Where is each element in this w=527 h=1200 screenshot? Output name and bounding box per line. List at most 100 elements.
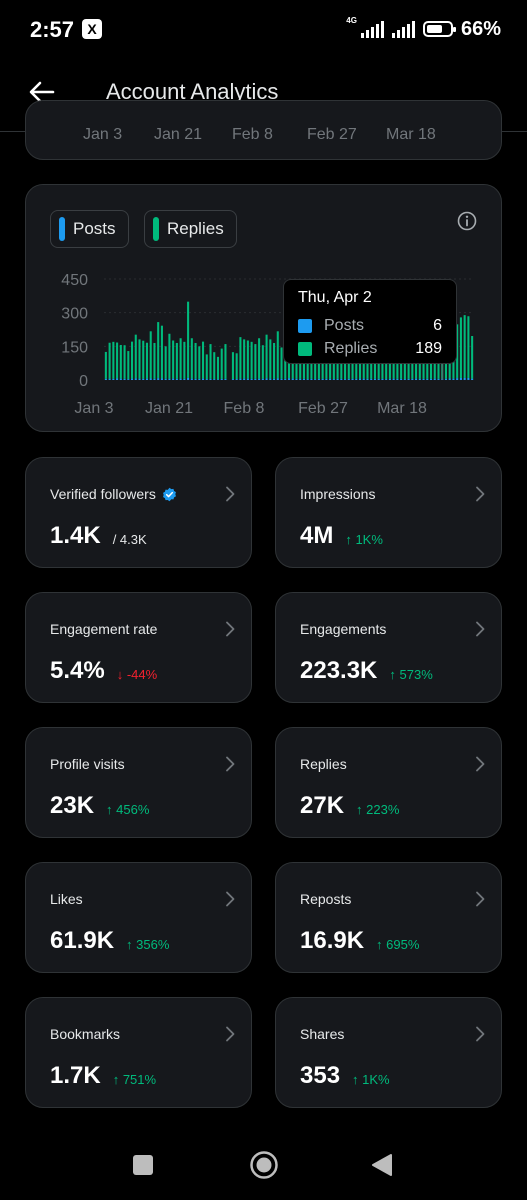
posts-bar[interactable]	[295, 378, 298, 380]
posts-bar[interactable]	[381, 378, 384, 380]
replies-bar[interactable]	[220, 348, 223, 379]
posts-bar[interactable]	[388, 378, 391, 380]
replies-bar[interactable]	[127, 351, 130, 380]
posts-bar[interactable]	[366, 378, 369, 380]
posts-bar[interactable]	[471, 378, 474, 380]
replies-bar[interactable]	[265, 334, 268, 379]
metric-card-likes[interactable]: Likes 61.9K ↑ 356%	[25, 862, 252, 973]
posts-bar[interactable]	[370, 378, 373, 380]
replies-bar[interactable]	[157, 322, 160, 379]
replies-bar[interactable]	[142, 340, 145, 379]
info-icon[interactable]	[457, 211, 477, 231]
replies-bar[interactable]	[175, 342, 178, 379]
replies-bar[interactable]	[205, 354, 208, 380]
posts-bar[interactable]	[246, 378, 249, 380]
posts-bar[interactable]	[164, 378, 167, 380]
posts-bar[interactable]	[396, 378, 399, 380]
posts-bar[interactable]	[198, 378, 201, 380]
posts-bar[interactable]	[284, 378, 287, 380]
posts-bar[interactable]	[358, 378, 362, 380]
replies-bar[interactable]	[194, 342, 197, 379]
posts-bar[interactable]	[116, 378, 119, 380]
replies-bar[interactable]	[190, 338, 193, 379]
posts-bar[interactable]	[411, 378, 414, 380]
replies-bar[interactable]	[172, 340, 175, 379]
replies-bar[interactable]	[280, 347, 283, 379]
posts-bar[interactable]	[306, 379, 309, 380]
replies-bar[interactable]	[209, 344, 212, 379]
posts-bar[interactable]	[407, 378, 410, 380]
replies-bar[interactable]	[138, 339, 141, 379]
metric-card-shares[interactable]: Shares 353 ↑ 1K%	[275, 997, 502, 1108]
replies-bar[interactable]	[198, 346, 201, 379]
posts-bar[interactable]	[291, 378, 294, 380]
posts-bar[interactable]	[220, 378, 223, 380]
posts-bar[interactable]	[452, 378, 455, 380]
replies-bar[interactable]	[164, 346, 167, 379]
replies-bar[interactable]	[104, 351, 107, 379]
posts-bar[interactable]	[145, 378, 149, 380]
posts-bar[interactable]	[373, 378, 376, 380]
posts-bar[interactable]	[254, 378, 257, 380]
posts-bar[interactable]	[392, 378, 395, 380]
posts-bar[interactable]	[273, 378, 276, 380]
posts-bar[interactable]	[250, 378, 253, 380]
arrow-left-icon[interactable]	[26, 76, 58, 108]
replies-bar[interactable]	[224, 344, 227, 379]
replies-bar[interactable]	[463, 315, 466, 378]
posts-bar[interactable]	[422, 378, 425, 380]
posts-bar[interactable]	[235, 379, 238, 380]
replies-bar[interactable]	[456, 324, 459, 379]
replies-bar[interactable]	[187, 301, 190, 378]
replies-bar[interactable]	[145, 342, 149, 379]
posts-bar[interactable]	[329, 378, 332, 380]
replies-bar[interactable]	[385, 349, 388, 380]
posts-bar[interactable]	[261, 378, 264, 380]
posts-bar[interactable]	[280, 378, 283, 380]
posts-bar[interactable]	[153, 378, 156, 380]
posts-bar[interactable]	[429, 378, 433, 380]
posts-bar[interactable]	[347, 378, 350, 380]
replies-bar[interactable]	[112, 341, 115, 379]
posts-bar[interactable]	[179, 378, 182, 380]
replies-bar[interactable]	[250, 341, 253, 379]
metric-card-bookmarks[interactable]: Bookmarks 1.7K ↑ 751%	[25, 997, 252, 1108]
posts-bar[interactable]	[142, 378, 145, 380]
posts-bar[interactable]	[205, 379, 208, 380]
posts-bar[interactable]	[336, 378, 339, 380]
posts-bar[interactable]	[108, 378, 111, 380]
posts-bar[interactable]	[437, 378, 440, 380]
replies-bar[interactable]	[202, 341, 205, 379]
posts-bar[interactable]	[385, 379, 388, 380]
replies-bar[interactable]	[160, 325, 163, 379]
replies-bar[interactable]	[467, 316, 470, 378]
posts-bar[interactable]	[287, 378, 291, 380]
replies-bar[interactable]	[123, 345, 126, 379]
replies-bar[interactable]	[459, 317, 462, 378]
metric-card-engagements[interactable]: Engagements 223.3K ↑ 573%	[275, 592, 502, 703]
replies-bar[interactable]	[471, 336, 474, 379]
posts-bar[interactable]	[190, 378, 193, 380]
metric-card-replies[interactable]: Replies 27K ↑ 223%	[275, 727, 502, 838]
replies-bar[interactable]	[276, 331, 279, 379]
triangle-back-icon[interactable]	[371, 1153, 393, 1177]
posts-bar[interactable]	[243, 378, 246, 380]
posts-bar[interactable]	[444, 378, 447, 380]
posts-bar[interactable]	[302, 378, 305, 380]
posts-bar[interactable]	[160, 378, 163, 380]
posts-bar[interactable]	[299, 378, 302, 380]
replies-bar[interactable]	[239, 337, 242, 379]
posts-bar[interactable]	[131, 378, 134, 380]
replies-bar[interactable]	[213, 352, 216, 380]
posts-bar[interactable]	[321, 378, 324, 380]
posts-bar[interactable]	[202, 378, 205, 380]
posts-bar[interactable]	[149, 378, 152, 380]
posts-bar[interactable]	[194, 378, 197, 380]
posts-bar[interactable]	[400, 378, 403, 380]
posts-bar[interactable]	[310, 378, 313, 380]
posts-bar[interactable]	[127, 379, 130, 380]
replies-bar[interactable]	[116, 342, 119, 379]
posts-bar[interactable]	[265, 378, 268, 380]
metric-card-engagement-rate[interactable]: Engagement rate 5.4% ↓ -44%	[25, 592, 252, 703]
replies-bar[interactable]	[131, 341, 134, 379]
